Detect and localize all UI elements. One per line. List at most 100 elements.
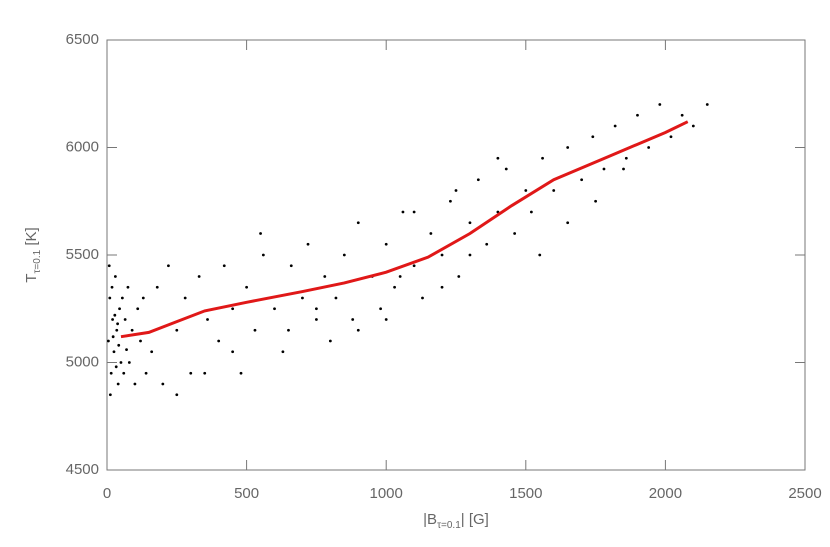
scatter-point: [315, 307, 318, 311]
x-tick-label: 0: [103, 485, 111, 502]
scatter-point: [123, 318, 127, 321]
scatter-point: [356, 328, 360, 332]
scatter-point: [273, 307, 276, 311]
scatter-point: [622, 167, 625, 171]
scatter-point: [351, 318, 355, 321]
scatter-point: [161, 382, 165, 386]
scatter-point: [114, 365, 118, 369]
scatter-point: [513, 232, 517, 235]
x-tick-label: 2000: [649, 485, 682, 502]
scatter-point: [127, 361, 131, 364]
scatter-point: [658, 103, 662, 106]
scatter-point: [117, 343, 121, 347]
scatter-point: [401, 210, 405, 214]
scatter-point: [231, 350, 235, 354]
scatter-point: [110, 285, 114, 289]
scatter-point: [108, 393, 112, 397]
scatter-point: [602, 167, 606, 171]
scatter-point: [106, 339, 110, 343]
x-label-end: | [G]: [461, 511, 489, 528]
scatter-point: [116, 382, 120, 386]
scatter-point: [552, 189, 556, 192]
scatter-point: [412, 210, 416, 214]
scatter-point: [113, 275, 117, 278]
scatter-point: [384, 318, 388, 321]
scatter-point: [301, 296, 304, 300]
scatter-point: [524, 189, 528, 192]
scatter-point: [624, 156, 628, 160]
scatter-point: [384, 242, 388, 246]
scatter-point: [393, 285, 396, 289]
y-tick-label: 6500: [66, 31, 99, 48]
scatter-point: [529, 210, 533, 214]
scatter-point: [136, 307, 140, 311]
x-label-main: |B: [423, 511, 437, 528]
scatter-point: [120, 296, 124, 300]
scatter-point: [323, 275, 327, 278]
scatter-point: [175, 328, 179, 332]
scatter-point: [538, 253, 542, 257]
scatter-point: [259, 232, 262, 235]
scatter-point: [566, 221, 570, 225]
scatter-point: [116, 322, 120, 326]
plot-frame: [106, 39, 806, 471]
scatter-point: [189, 371, 193, 375]
scatter-point: [485, 242, 489, 246]
scatter-point: [468, 253, 472, 257]
x-tick-label: 1500: [509, 485, 542, 502]
scatter-point: [328, 339, 332, 343]
scatter-point: [115, 328, 119, 332]
y-label-main: T: [23, 274, 40, 283]
scatter-point: [287, 328, 290, 332]
scatter-point: [429, 232, 433, 235]
scatter-point: [113, 313, 117, 317]
scatter-point: [150, 350, 154, 354]
scatter-point: [109, 371, 113, 375]
scatter-point: [122, 371, 126, 375]
scatter-point: [167, 264, 170, 268]
scatter-point: [107, 264, 111, 268]
scatter-point: [594, 199, 597, 203]
scatter-point: [421, 296, 424, 300]
scatter-point: [449, 199, 452, 203]
scatter-point: [412, 264, 416, 268]
scatter-point: [636, 113, 639, 117]
scatter-point: [356, 221, 360, 225]
scatter-point: [144, 371, 148, 375]
scatter-point: [111, 335, 115, 339]
scatter-point: [197, 275, 201, 278]
scatter-point: [125, 348, 128, 351]
scatter-point: [647, 146, 651, 149]
scatter-point: [541, 156, 544, 160]
scatter-point: [580, 178, 584, 182]
scatter-point: [342, 253, 346, 257]
scatter-point: [206, 318, 209, 321]
scatter-point: [504, 167, 508, 171]
scatter-point: [398, 275, 402, 278]
x-tick-label: 2500: [788, 485, 821, 502]
scatter-point: [130, 328, 134, 332]
scatter-point: [613, 124, 617, 128]
scatter-point: [118, 307, 121, 311]
scatter-point: [454, 189, 458, 192]
scatter-point: [108, 296, 112, 300]
scatter-point: [112, 350, 116, 354]
scatter-point: [334, 296, 338, 300]
scatter-point: [440, 285, 444, 289]
scatter-point: [591, 135, 595, 139]
scatter-point: [111, 318, 114, 321]
scatter-point: [141, 296, 145, 300]
scatter-point: [476, 178, 480, 182]
trend-line: [120, 120, 689, 339]
scatter-point: [457, 275, 461, 278]
scatter-point: [175, 393, 179, 397]
scatter-point: [245, 285, 249, 289]
y-label-sub: τ=0.1: [32, 249, 43, 273]
y-label-end: [K]: [23, 227, 40, 250]
scatter-point: [217, 339, 221, 343]
scatter-point: [440, 253, 444, 257]
scatter-point: [496, 156, 500, 160]
y-tick-label: 5500: [66, 246, 99, 263]
y-tick-label: 4500: [66, 461, 99, 478]
